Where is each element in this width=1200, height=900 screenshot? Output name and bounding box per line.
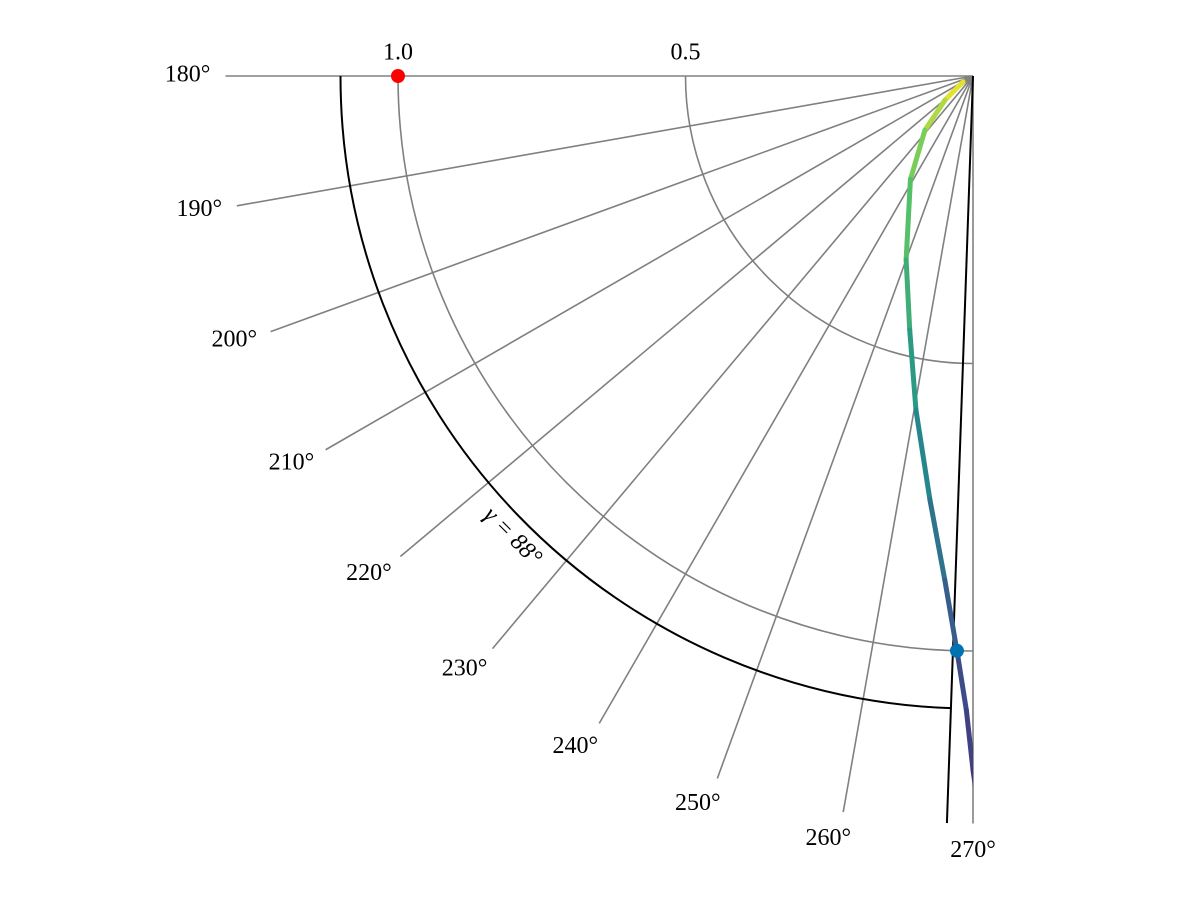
gamma-arc [339, 75, 951, 710]
theta-tick-label: 200° [211, 327, 257, 353]
grid-spoke [236, 75, 974, 207]
grid-spoke [325, 75, 974, 451]
curve-segment [922, 97, 948, 133]
grid-spoke [399, 75, 974, 558]
curve-segment [907, 327, 919, 413]
curve-segment [942, 79, 966, 103]
curve-segment [942, 577, 960, 654]
theta-tick-label: 240° [552, 733, 598, 759]
r-tick-label: 0.5 [671, 40, 701, 66]
curve-segment [963, 707, 973, 773]
curve-segment [970, 767, 973, 788]
curve-segment [954, 648, 969, 713]
grid-spoke [842, 75, 974, 813]
r-tick-label: 1.0 [383, 40, 413, 66]
curve-segment [903, 176, 913, 263]
curve-segment [903, 257, 913, 333]
gamma-label: γ = 88° [478, 502, 547, 571]
theta-tick-label: 230° [442, 656, 488, 682]
theta-tick-label: 180° [165, 62, 211, 88]
theta-tick-label: 220° [346, 560, 392, 586]
grid-spoke [270, 75, 974, 333]
curve-segment [927, 497, 948, 583]
gamma-ray [945, 75, 974, 824]
grid-spoke [716, 75, 974, 779]
theta-tick-label: 210° [269, 449, 315, 475]
curve-segment [913, 407, 933, 503]
theta-tick-label: 260° [806, 825, 852, 851]
curve [903, 79, 973, 788]
grid-arc [684, 75, 974, 365]
grid-arc [397, 75, 974, 652]
point [949, 643, 964, 658]
theta-tick-label: 190° [176, 196, 222, 222]
grid-spoke [491, 75, 974, 650]
theta-tick-label: 270° [950, 837, 996, 863]
theta-tick-label: 250° [675, 790, 721, 816]
curve-segment [907, 127, 928, 182]
point [391, 69, 405, 83]
